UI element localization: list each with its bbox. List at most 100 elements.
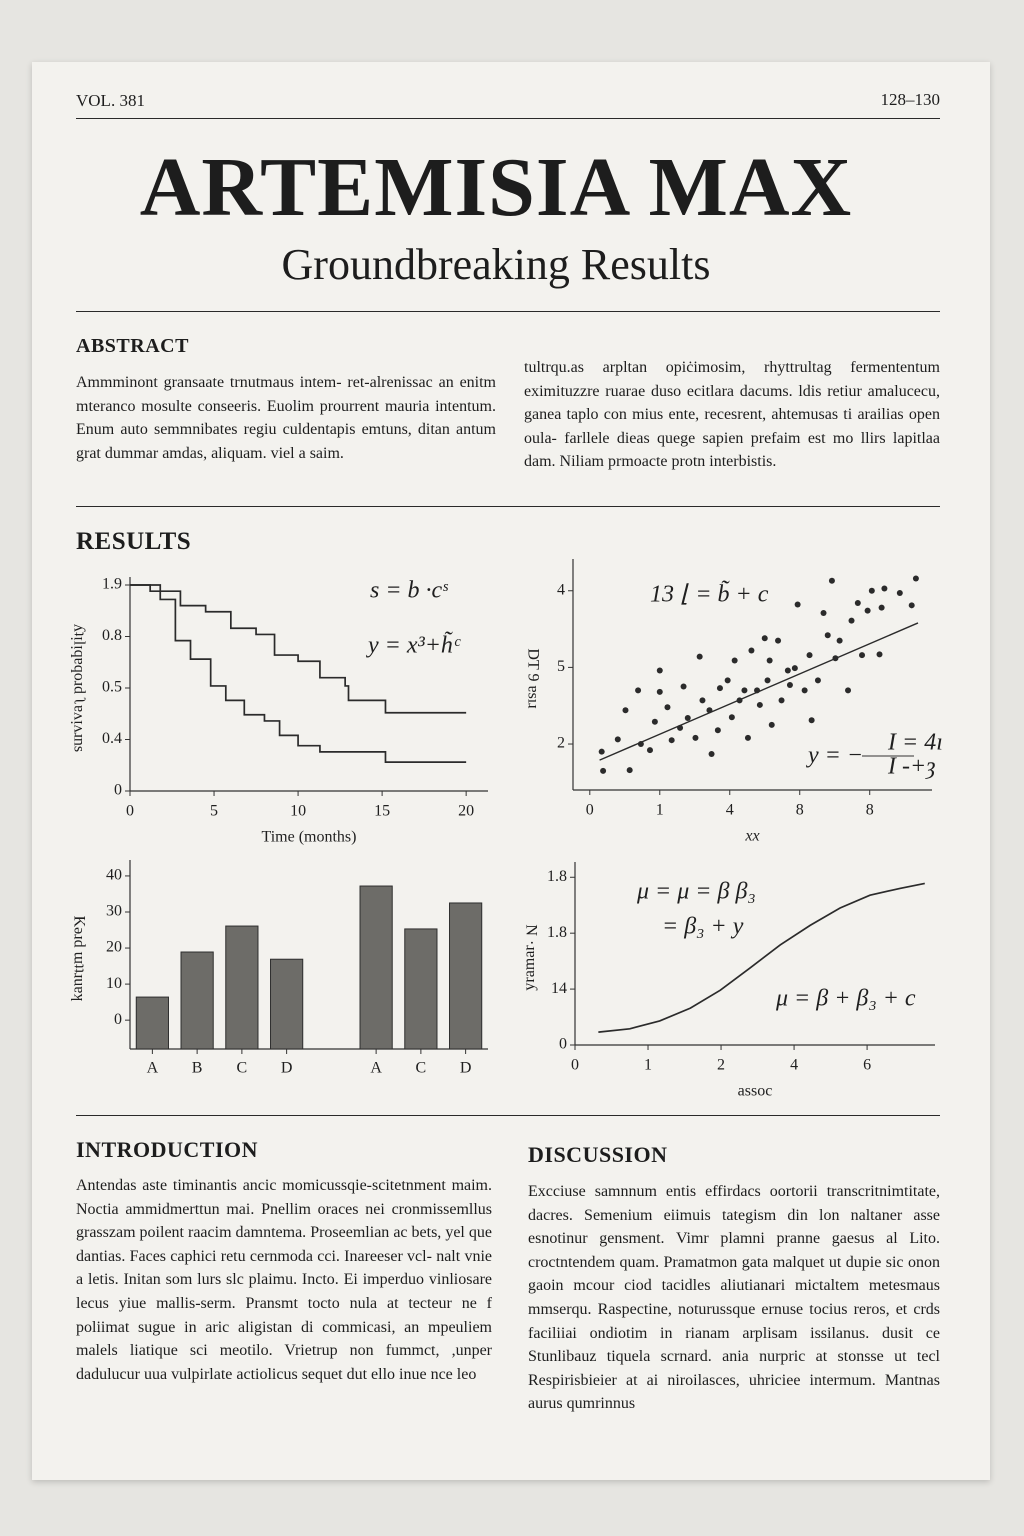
point <box>876 651 883 658</box>
point <box>699 697 706 704</box>
bar <box>404 928 438 1050</box>
point <box>692 734 699 741</box>
point <box>728 714 735 721</box>
bar <box>359 885 393 1050</box>
point <box>784 667 791 674</box>
y-tick-label: 5 <box>557 658 565 675</box>
x-tick-label: 6 <box>863 1057 871 1074</box>
point <box>680 683 687 690</box>
trend-line <box>599 622 919 761</box>
point <box>836 637 843 644</box>
x-tick-label: 20 <box>458 803 474 820</box>
point <box>828 577 835 584</box>
point <box>768 721 775 728</box>
y-axis-label: Ν ·ɹɐɯɐɹʎ <box>522 924 539 990</box>
x-axis-label: xx <box>744 828 759 845</box>
section-heading: INTRODUCTION <box>76 1137 259 1162</box>
point <box>794 601 801 608</box>
point <box>766 657 773 664</box>
annotation: y = − <box>806 743 863 769</box>
y-tick-label: 14 <box>551 980 567 997</box>
point <box>845 687 852 694</box>
annotation: y = x³+h̃ᶜ <box>366 631 461 659</box>
point <box>859 652 866 659</box>
point <box>708 750 715 757</box>
x-tick-label: 1 <box>656 802 664 819</box>
point <box>714 727 721 734</box>
point <box>716 685 723 692</box>
y-tick-label: 0.4 <box>102 730 122 747</box>
x-tick-label: 1 <box>644 1057 652 1074</box>
x-tick-label: 10 <box>290 803 306 820</box>
y-axis-label: ʎʇᴉlᴉqɐqoɹd ʅɐʌᴉʌɹns <box>70 624 87 752</box>
y-tick-label: 0.8 <box>102 627 122 644</box>
y-tick-label: 0 <box>114 782 122 799</box>
point <box>908 602 915 609</box>
x-tick-label: 0 <box>586 802 594 819</box>
x-tick-label: 15 <box>374 803 390 820</box>
volume: VOL. 381 <box>76 91 145 110</box>
point <box>731 657 738 664</box>
point <box>806 652 813 659</box>
x-tick-label: C <box>416 1060 427 1077</box>
x-tick-label: 0 <box>126 803 134 820</box>
point <box>622 707 629 714</box>
discussion-text: Excciuse samnnum entis effirdacs oortori… <box>528 1183 940 1413</box>
point <box>668 737 675 744</box>
y-tick-label: 40 <box>106 867 122 884</box>
point <box>635 687 642 694</box>
point <box>814 677 821 684</box>
y-tick-label: 1.8 <box>547 868 567 885</box>
point <box>684 714 691 721</box>
x-tick-label: 4 <box>726 802 734 819</box>
x-tick-label: 5 <box>210 803 218 820</box>
point <box>741 687 748 694</box>
y-tick-label: 1.9 <box>102 576 122 593</box>
x-tick-label: 8 <box>796 802 804 819</box>
x-tick-label: D <box>281 1060 293 1077</box>
bar <box>225 925 259 1050</box>
x-axis-label: Time (months) <box>262 829 357 846</box>
x-tick-label: 2 <box>717 1057 725 1074</box>
page-range: 128–130 <box>880 90 941 109</box>
x-tick-label: C <box>237 1060 248 1077</box>
point <box>724 677 731 684</box>
bar <box>180 951 214 1050</box>
point <box>764 677 771 684</box>
bar <box>270 958 304 1050</box>
x-tick-label: A <box>370 1060 382 1077</box>
bar <box>135 996 169 1050</box>
line <box>130 584 467 764</box>
point <box>664 704 671 711</box>
point <box>748 647 755 654</box>
point <box>775 637 782 644</box>
point <box>848 617 855 624</box>
point <box>651 718 658 725</box>
paper <box>32 62 990 1480</box>
introduction-text: Antendas aste timinantis ancic momicussq… <box>76 1177 492 1383</box>
point <box>646 747 653 754</box>
annotation: = β₃ + y <box>662 914 744 940</box>
rule <box>76 311 940 312</box>
abstract-text: tultrqu.as arpltan opiċimosim, rhyttrult… <box>524 359 940 471</box>
annotation: s = b ·cˢ <box>370 578 448 604</box>
y-tick-label: 0 <box>559 1036 567 1053</box>
point <box>801 687 808 694</box>
point <box>600 767 607 774</box>
point <box>808 717 815 724</box>
point <box>656 688 663 695</box>
point <box>896 590 903 597</box>
point <box>791 665 798 672</box>
point <box>786 682 793 689</box>
annotation: I = 4ı <box>887 730 943 756</box>
x-tick-label: A <box>147 1060 159 1077</box>
y-tick-label: 1.8 <box>547 924 567 941</box>
title: ARTEMISIA MAX <box>139 141 853 234</box>
annotation: μ = β + β₃ + c <box>775 986 916 1012</box>
y-tick-label: 2 <box>557 735 565 752</box>
bar <box>449 902 483 1050</box>
y-tick-label: 20 <box>106 939 122 956</box>
point <box>756 701 763 708</box>
point <box>824 632 831 639</box>
